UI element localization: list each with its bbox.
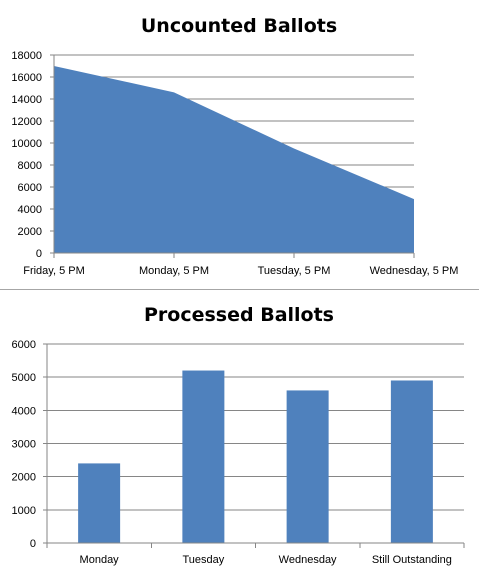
axes [50, 54, 415, 258]
y-tick-label: 2000 [12, 472, 36, 484]
chart-title: Uncounted Ballots [141, 15, 337, 37]
x-tick-label: Monday [80, 554, 120, 566]
x-tick-labels: Friday, 5 PM Monday, 5 PM Tuesday, 5 PM Wed… [23, 265, 458, 277]
y-tick-label: 5000 [12, 372, 36, 384]
y-tick-label: 18000 [11, 50, 42, 62]
axes [43, 343, 465, 548]
y-tick-label: 8000 [18, 160, 42, 172]
y-tick-label: 2000 [18, 226, 42, 238]
y-tick-label: 6000 [18, 182, 42, 194]
bar [78, 463, 121, 543]
y-tick-labels: 0 2000 4000 6000 8000 10000 12000 14000 16000 180… [11, 50, 42, 260]
area-fill [54, 66, 414, 253]
x-tick-label: Wednesday [279, 554, 337, 566]
y-tick-label: 16000 [11, 72, 42, 84]
bar [390, 380, 433, 543]
bar [182, 370, 225, 543]
y-tick-label: 0 [30, 538, 36, 550]
processed-ballots-chart: Processed Ballots 0 1000 2000 3000 4000 5000 6… [12, 304, 465, 566]
bar-series [78, 370, 433, 543]
chart-divider [0, 289, 479, 290]
x-tick-label: Still Outstanding [372, 554, 452, 566]
x-tick-labels: Monday Tuesday Wednesday Still Outstanding [80, 554, 452, 566]
y-tick-label: 1000 [12, 505, 36, 517]
bar [286, 390, 329, 543]
uncounted-ballots-chart: Uncounted Ballots 0 2000 4000 6000 8000 10000… [11, 15, 458, 277]
x-tick-label: Wednesday, 5 PM [370, 265, 459, 277]
y-tick-label: 4000 [18, 204, 42, 216]
y-tick-labels: 0 1000 2000 3000 4000 5000 6000 [12, 339, 36, 550]
y-tick-label: 10000 [11, 138, 42, 150]
x-tick-label: Monday, 5 PM [139, 265, 209, 277]
y-tick-label: 3000 [12, 439, 36, 451]
x-tick-label: Tuesday [182, 554, 224, 566]
x-tick-label: Friday, 5 PM [23, 265, 85, 277]
x-tick-label: Tuesday, 5 PM [258, 265, 331, 277]
y-tick-label: 4000 [12, 405, 36, 417]
area-series [53, 65, 415, 253]
y-tick-label: 0 [36, 248, 42, 260]
y-tick-label: 6000 [12, 339, 36, 351]
chart-title: Processed Ballots [144, 304, 334, 326]
y-tick-label: 12000 [11, 116, 42, 128]
y-tick-label: 14000 [11, 94, 42, 106]
